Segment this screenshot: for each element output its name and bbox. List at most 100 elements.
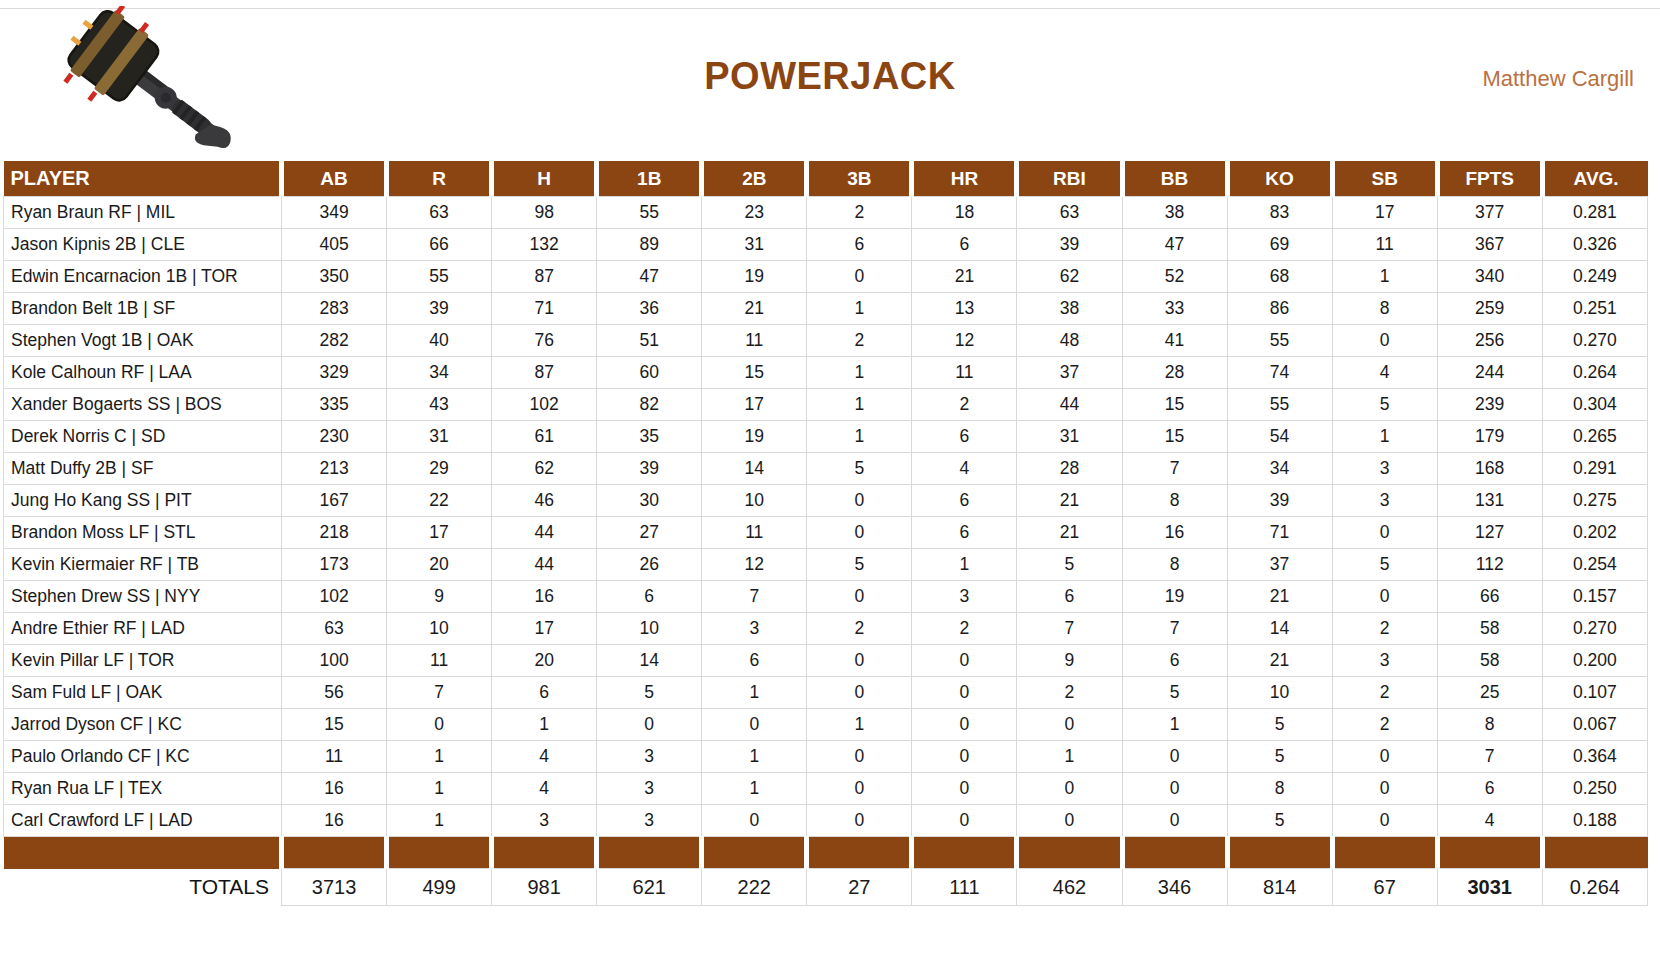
stat-cell: 16 [1122, 517, 1227, 549]
stat-cell: 10 [597, 613, 702, 645]
stat-cell: 1 [702, 773, 807, 805]
stat-cell: 25 [1437, 677, 1542, 709]
stat-cell: 3 [492, 805, 597, 837]
stat-cell: 31 [387, 421, 492, 453]
stat-cell: 0 [1017, 805, 1122, 837]
stat-cell: 0 [912, 741, 1017, 773]
stat-cell: 6 [1122, 645, 1227, 677]
stat-cell: 71 [492, 293, 597, 325]
stat-cell: 14 [702, 453, 807, 485]
stat-cell: 28 [1122, 357, 1227, 389]
stat-cell: 0.275 [1542, 485, 1647, 517]
spacer-cell [1122, 837, 1227, 869]
stat-cell: 5 [1017, 549, 1122, 581]
stat-cell: 14 [1227, 613, 1332, 645]
stat-cell: 19 [1122, 581, 1227, 613]
stat-cell: 0 [912, 773, 1017, 805]
stat-cell: 0.202 [1542, 517, 1647, 549]
stat-cell: 0 [1122, 741, 1227, 773]
player-cell: Edwin Encarnacion 1B | TOR [4, 261, 282, 293]
stat-cell: 66 [1437, 581, 1542, 613]
stat-cell: 14 [597, 645, 702, 677]
spacer-cell [1437, 837, 1542, 869]
stat-cell: 41 [1122, 325, 1227, 357]
stat-cell: 0 [912, 805, 1017, 837]
stat-cell: 0.270 [1542, 325, 1647, 357]
stat-cell: 0.188 [1542, 805, 1647, 837]
stat-cell: 58 [1437, 645, 1542, 677]
stat-cell: 63 [387, 197, 492, 229]
player-cell: Jarrod Dyson CF | KC [4, 709, 282, 741]
stat-cell: 329 [282, 357, 387, 389]
stat-cell: 11 [387, 645, 492, 677]
spacer-cell [1227, 837, 1332, 869]
spacer-cell [702, 837, 807, 869]
stat-cell: 1 [1332, 261, 1437, 293]
stat-cell: 9 [1017, 645, 1122, 677]
stat-cell: 335 [282, 389, 387, 421]
stat-cell: 8 [1437, 709, 1542, 741]
stat-cell: 39 [387, 293, 492, 325]
stat-cell: 0.291 [1542, 453, 1647, 485]
stat-cell: 0 [1332, 741, 1437, 773]
stat-cell: 173 [282, 549, 387, 581]
spacer-cell [282, 837, 387, 869]
stat-cell: 0 [702, 805, 807, 837]
spacer-cell [1542, 837, 1647, 869]
stat-cell: 83 [1227, 197, 1332, 229]
stat-cell: 47 [597, 261, 702, 293]
table-row: Jung Ho Kang SS | PIT1672246301006218393… [4, 485, 1648, 517]
stat-cell: 15 [702, 357, 807, 389]
stat-cell: 58 [1437, 613, 1542, 645]
player-cell: Stephen Drew SS | NYY [4, 581, 282, 613]
stat-cell: 1 [912, 549, 1017, 581]
stat-cell: 6 [1017, 581, 1122, 613]
stat-cell: 16 [282, 805, 387, 837]
stat-cell: 7 [1122, 453, 1227, 485]
stat-cell: 0 [387, 709, 492, 741]
stat-cell: 5 [1227, 805, 1332, 837]
stat-cell: 5 [1332, 389, 1437, 421]
stat-cell: 6 [912, 229, 1017, 261]
stat-cell: 4 [492, 773, 597, 805]
stat-cell: 100 [282, 645, 387, 677]
stat-cell: 0.326 [1542, 229, 1647, 261]
stat-cell: 46 [492, 485, 597, 517]
stat-cell: 2 [912, 613, 1017, 645]
spacer-cell [597, 837, 702, 869]
stat-cell: 11 [1332, 229, 1437, 261]
stat-cell: 256 [1437, 325, 1542, 357]
stat-cell: 44 [492, 549, 597, 581]
table-row: Kevin Kiermaier RF | TB17320442612515837… [4, 549, 1648, 581]
stat-cell: 168 [1437, 453, 1542, 485]
column-header-r: R [387, 161, 492, 197]
table-header-row: PLAYERABRH1B2B3BHRRBIBBKOSBFPTSAVG. [4, 161, 1648, 197]
stat-cell: 218 [282, 517, 387, 549]
stat-cell: 15 [1122, 389, 1227, 421]
page-title: POWERJACK [0, 55, 1660, 98]
stat-cell: 7 [702, 581, 807, 613]
stat-cell: 131 [1437, 485, 1542, 517]
stat-cell: 74 [1227, 357, 1332, 389]
stat-cell: 22 [387, 485, 492, 517]
stat-cell: 350 [282, 261, 387, 293]
column-header-sb: SB [1332, 161, 1437, 197]
stat-cell: 89 [597, 229, 702, 261]
stat-cell: 0 [597, 709, 702, 741]
stat-cell: 4 [492, 741, 597, 773]
totals-cell: 499 [387, 869, 492, 906]
stat-cell: 55 [387, 261, 492, 293]
stat-cell: 37 [1017, 357, 1122, 389]
stat-cell: 127 [1437, 517, 1542, 549]
stat-cell: 11 [912, 357, 1017, 389]
stat-cell: 4 [1437, 805, 1542, 837]
stat-cell: 6 [912, 485, 1017, 517]
table-row: Kole Calhoun RF | LAA3293487601511137287… [4, 357, 1648, 389]
stat-cell: 20 [387, 549, 492, 581]
stat-cell: 38 [1017, 293, 1122, 325]
stat-cell: 44 [492, 517, 597, 549]
table-row: Carl Crawford LF | LAD16133000005040.188 [4, 805, 1648, 837]
stat-cell: 15 [282, 709, 387, 741]
stat-cell: 213 [282, 453, 387, 485]
totals-cell: 111 [912, 869, 1017, 906]
